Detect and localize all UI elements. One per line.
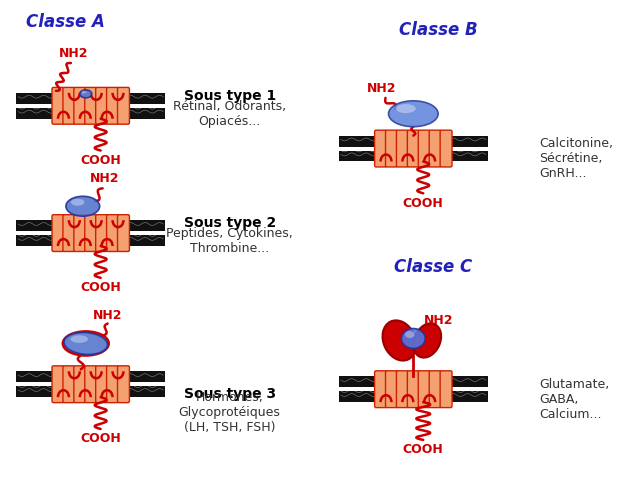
Text: Classe B: Classe B bbox=[399, 21, 478, 39]
Ellipse shape bbox=[71, 199, 84, 206]
Text: Glutamate,
GABA,
Calcium...: Glutamate, GABA, Calcium... bbox=[539, 377, 610, 421]
FancyBboxPatch shape bbox=[107, 366, 119, 403]
FancyBboxPatch shape bbox=[375, 130, 387, 167]
FancyBboxPatch shape bbox=[63, 215, 75, 251]
Text: COOH: COOH bbox=[403, 443, 444, 456]
Bar bbox=[17, 386, 165, 397]
FancyBboxPatch shape bbox=[74, 215, 86, 251]
Text: COOH: COOH bbox=[80, 281, 121, 294]
Ellipse shape bbox=[66, 196, 100, 216]
Bar bbox=[339, 135, 488, 147]
FancyBboxPatch shape bbox=[96, 366, 107, 403]
FancyBboxPatch shape bbox=[84, 215, 97, 251]
Text: COOH: COOH bbox=[80, 433, 121, 445]
FancyBboxPatch shape bbox=[74, 366, 86, 403]
Text: Sous type 1: Sous type 1 bbox=[184, 89, 276, 103]
Ellipse shape bbox=[70, 335, 88, 343]
FancyBboxPatch shape bbox=[52, 366, 64, 403]
Text: Rétinal, Odorants,
Opiacés...: Rétinal, Odorants, Opiacés... bbox=[173, 100, 286, 128]
FancyBboxPatch shape bbox=[396, 371, 408, 408]
FancyBboxPatch shape bbox=[63, 366, 75, 403]
FancyBboxPatch shape bbox=[52, 87, 64, 124]
Ellipse shape bbox=[64, 332, 107, 355]
FancyBboxPatch shape bbox=[117, 215, 130, 251]
Text: NH2: NH2 bbox=[59, 47, 89, 60]
FancyBboxPatch shape bbox=[418, 371, 430, 408]
Text: Hormones,
Glycoprotéiques
(LH, TSH, FSH): Hormones, Glycoprotéiques (LH, TSH, FSH) bbox=[178, 390, 281, 434]
FancyBboxPatch shape bbox=[52, 215, 64, 251]
Ellipse shape bbox=[401, 328, 425, 348]
Text: Sous type 3: Sous type 3 bbox=[184, 387, 276, 401]
Bar bbox=[339, 391, 488, 402]
Text: Calcitonine,
Sécrétine,
GnRH...: Calcitonine, Sécrétine, GnRH... bbox=[539, 137, 613, 180]
FancyBboxPatch shape bbox=[117, 87, 130, 124]
Text: NH2: NH2 bbox=[424, 314, 454, 327]
Text: NH2: NH2 bbox=[90, 172, 119, 185]
Ellipse shape bbox=[396, 104, 416, 113]
FancyBboxPatch shape bbox=[84, 87, 97, 124]
FancyBboxPatch shape bbox=[375, 371, 387, 408]
FancyBboxPatch shape bbox=[429, 130, 441, 167]
Text: Classe C: Classe C bbox=[394, 258, 472, 276]
FancyBboxPatch shape bbox=[63, 87, 75, 124]
Text: Peptides, Cytokines,
Thrombine...: Peptides, Cytokines, Thrombine... bbox=[166, 227, 293, 255]
Bar bbox=[339, 151, 488, 162]
Bar bbox=[17, 220, 165, 231]
Bar bbox=[17, 108, 165, 119]
FancyBboxPatch shape bbox=[84, 366, 97, 403]
FancyBboxPatch shape bbox=[396, 130, 408, 167]
Ellipse shape bbox=[389, 101, 438, 126]
FancyBboxPatch shape bbox=[440, 371, 452, 408]
FancyBboxPatch shape bbox=[96, 215, 107, 251]
Ellipse shape bbox=[405, 331, 415, 338]
FancyBboxPatch shape bbox=[408, 130, 419, 167]
FancyBboxPatch shape bbox=[117, 366, 130, 403]
Ellipse shape bbox=[413, 323, 441, 358]
FancyBboxPatch shape bbox=[107, 87, 119, 124]
Text: NH2: NH2 bbox=[367, 82, 396, 95]
Bar bbox=[17, 372, 165, 382]
Ellipse shape bbox=[81, 91, 86, 94]
Bar bbox=[17, 235, 165, 246]
FancyBboxPatch shape bbox=[429, 371, 441, 408]
Text: NH2: NH2 bbox=[93, 309, 123, 322]
FancyBboxPatch shape bbox=[440, 130, 452, 167]
FancyBboxPatch shape bbox=[107, 215, 119, 251]
Ellipse shape bbox=[382, 320, 417, 361]
Text: COOH: COOH bbox=[80, 154, 121, 167]
Text: Sous type 2: Sous type 2 bbox=[184, 216, 276, 230]
FancyBboxPatch shape bbox=[96, 87, 107, 124]
FancyBboxPatch shape bbox=[385, 130, 398, 167]
Text: Classe A: Classe A bbox=[27, 13, 105, 31]
FancyBboxPatch shape bbox=[418, 130, 430, 167]
FancyBboxPatch shape bbox=[74, 87, 86, 124]
Ellipse shape bbox=[80, 90, 91, 98]
Text: COOH: COOH bbox=[403, 197, 444, 210]
FancyBboxPatch shape bbox=[385, 371, 398, 408]
Bar bbox=[17, 93, 165, 104]
FancyBboxPatch shape bbox=[408, 371, 419, 408]
Bar bbox=[339, 376, 488, 387]
